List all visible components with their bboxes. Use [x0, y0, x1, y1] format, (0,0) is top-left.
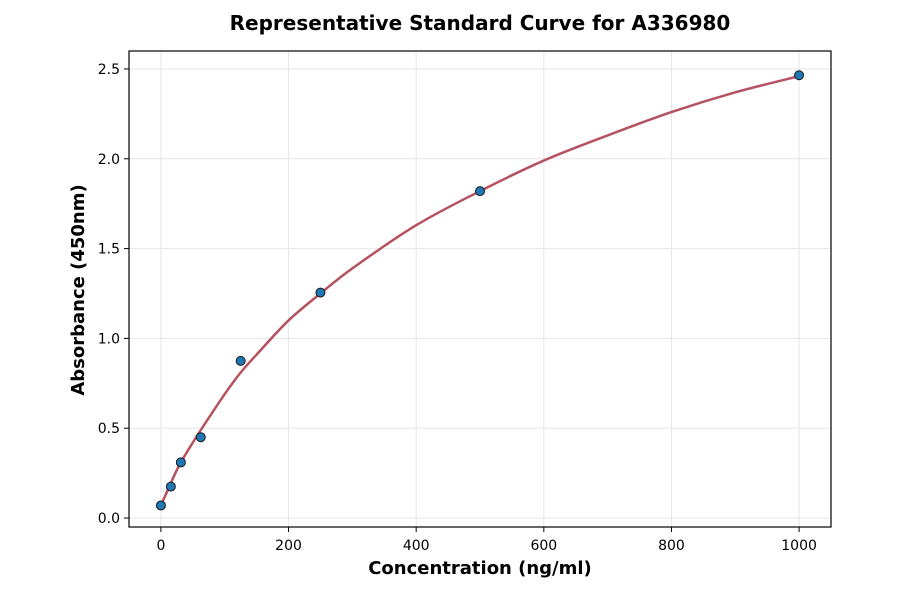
x-tick-label: 400	[403, 538, 430, 554]
x-tick-label: 200	[275, 538, 302, 554]
data-points-layer	[155, 70, 805, 511]
y-tick-label: 1.5	[98, 242, 120, 258]
data-point	[794, 70, 805, 81]
y-tick-label: 2.5	[98, 62, 120, 78]
x-tick-label: 0	[156, 538, 165, 554]
data-point	[195, 432, 206, 443]
data-point	[165, 481, 176, 492]
data-point	[155, 500, 166, 511]
plot-frame	[128, 50, 832, 528]
fit-curve-layer	[159, 74, 801, 507]
x-axis-ticks: 0 200 400 600 800 1000	[156, 527, 817, 554]
y-tick-label: 0.0	[98, 511, 120, 527]
y-tick-label: 0.5	[98, 421, 120, 437]
data-point	[235, 355, 246, 366]
chart-title: Representative Standard Curve for A33698…	[230, 11, 731, 35]
y-axis-ticks: 0.0 0.5 1.0 1.5 2.0 2.5	[98, 62, 129, 527]
x-axis-label: Concentration (ng/ml)	[368, 558, 592, 579]
x-tick-label: 1000	[781, 538, 817, 554]
data-point	[475, 186, 485, 197]
fit-curve	[159, 74, 801, 507]
x-tick-label: 600	[530, 538, 557, 554]
y-tick-label: 2.0	[98, 152, 120, 168]
y-axis-label: Absorbance (450nm)	[68, 184, 89, 395]
y-tick-label: 1.0	[98, 331, 120, 347]
data-point	[315, 287, 326, 298]
grid-lines	[129, 51, 831, 527]
x-tick-label: 800	[658, 538, 685, 554]
data-point	[175, 457, 186, 468]
